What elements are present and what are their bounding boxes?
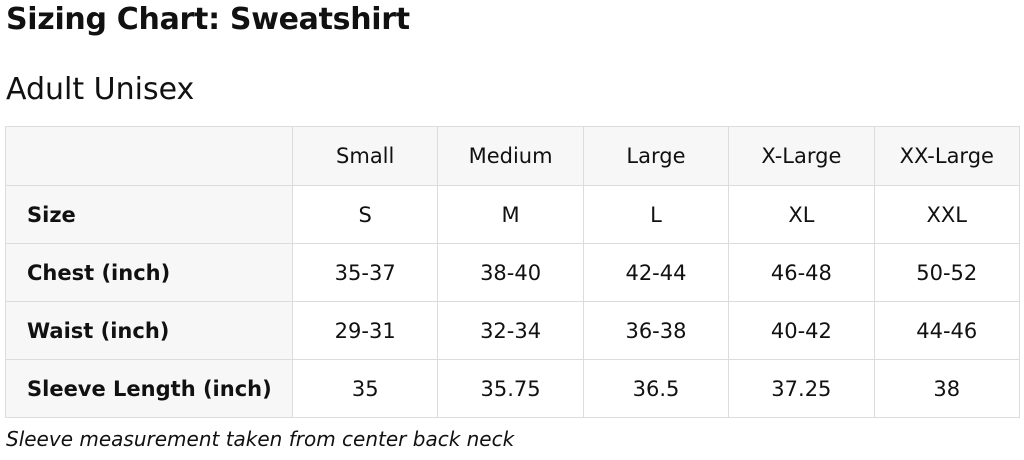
column-header-medium: Medium (437, 126, 584, 186)
row-label-waist: Waist (inch) (5, 301, 293, 360)
table-row: Size S M L XL XXL (5, 185, 1020, 244)
cell-waist-x-large: 40-42 (728, 301, 875, 360)
column-header-large: Large (582, 126, 730, 186)
row-label-chest: Chest (inch) (5, 243, 293, 302)
sizing-table: Small Medium Large X-Large XX-Large Size… (5, 126, 1020, 418)
table-corner-cell (5, 126, 293, 186)
cell-waist-xx-large: 44-46 (873, 301, 1020, 360)
cell-waist-large: 36-38 (582, 301, 730, 360)
table-row: Waist (inch) 29-31 32-34 36-38 40-42 44-… (5, 301, 1020, 360)
cell-size-large: L (582, 185, 730, 244)
cell-sleeve-small: 35 (291, 359, 439, 418)
row-label-size: Size (5, 185, 293, 244)
cell-waist-medium: 32-34 (437, 301, 584, 360)
cell-sleeve-medium: 35.75 (437, 359, 584, 418)
column-header-x-large: X-Large (728, 126, 875, 186)
cell-waist-small: 29-31 (291, 301, 439, 360)
cell-sleeve-large: 36.5 (582, 359, 730, 418)
table-row: Sleeve Length (inch) 35 35.75 36.5 37.25… (5, 359, 1020, 418)
table-row: Chest (inch) 35-37 38-40 42-44 46-48 50-… (5, 243, 1020, 302)
table-header: Small Medium Large X-Large XX-Large (5, 126, 1020, 186)
column-header-xx-large: XX-Large (873, 126, 1020, 186)
cell-chest-xx-large: 50-52 (873, 243, 1020, 302)
table-header-row: Small Medium Large X-Large XX-Large (5, 126, 1020, 186)
cell-size-xx-large: XXL (873, 185, 1020, 244)
cell-chest-large: 42-44 (582, 243, 730, 302)
table-body: Size S M L XL XXL Chest (inch) 35-37 38-… (5, 185, 1020, 418)
cell-size-small: S (291, 185, 439, 244)
page-title: Sizing Chart: Sweatshirt (6, 2, 410, 37)
cell-chest-medium: 38-40 (437, 243, 584, 302)
cell-chest-x-large: 46-48 (728, 243, 875, 302)
cell-chest-small: 35-37 (291, 243, 439, 302)
cell-sleeve-x-large: 37.25 (728, 359, 875, 418)
cell-size-medium: M (437, 185, 584, 244)
table-footnote: Sleeve measurement taken from center bac… (6, 427, 515, 451)
page-subtitle: Adult Unisex (6, 72, 195, 107)
row-label-sleeve-length: Sleeve Length (inch) (5, 359, 293, 418)
column-header-small: Small (291, 126, 439, 186)
cell-size-x-large: XL (728, 185, 875, 244)
cell-sleeve-xx-large: 38 (873, 359, 1020, 418)
